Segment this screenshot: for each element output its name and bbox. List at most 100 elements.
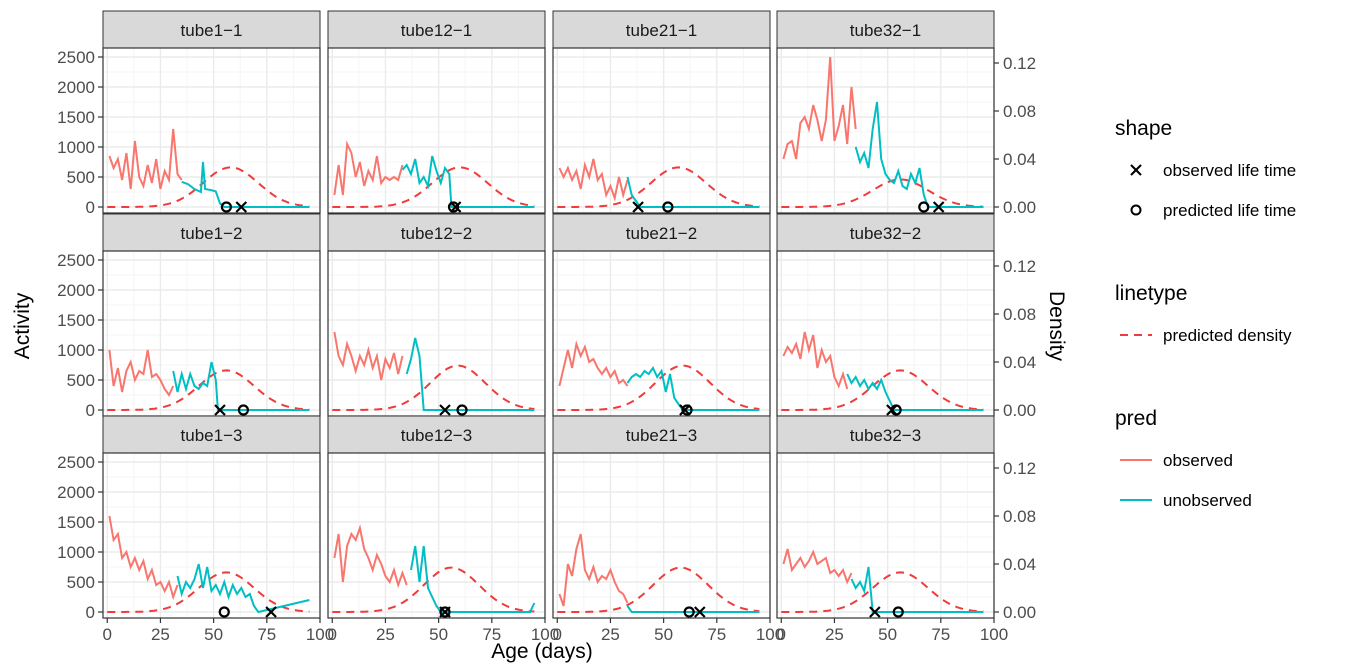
facet-strip-label: tube12−2 xyxy=(401,224,472,243)
y2-tick-label: 0.00 xyxy=(1003,603,1036,622)
legend-label: predicted density xyxy=(1163,326,1292,345)
legend-label: observed xyxy=(1163,451,1233,470)
x-tick-label: 100 xyxy=(756,625,784,644)
facet-strip-label: tube21−3 xyxy=(626,426,697,445)
density-line xyxy=(332,364,535,411)
observed-activity-line xyxy=(558,533,629,607)
legend-group-linetype: linetype predicted density xyxy=(1115,282,1292,345)
observed-life-time-marker xyxy=(632,201,644,213)
predicted-life-time-marker xyxy=(892,606,904,618)
density-line xyxy=(557,364,760,411)
unobserved-activity-line xyxy=(626,176,760,208)
panel-background xyxy=(553,251,770,416)
facet-strip xyxy=(776,415,995,454)
unobserved-activity-line xyxy=(401,155,535,208)
marker-stroke xyxy=(869,606,881,618)
y-tick-label: 2500 xyxy=(57,251,95,270)
marker-stroke xyxy=(439,404,451,416)
panel-grid xyxy=(553,251,771,416)
unobserved-activity-line xyxy=(850,566,984,613)
density-line xyxy=(332,566,535,613)
facet-strip xyxy=(327,10,546,49)
facet-strip xyxy=(776,10,995,49)
y-tick-label: 2500 xyxy=(57,48,95,67)
facet-strip xyxy=(776,213,995,252)
panel-grid xyxy=(553,48,771,213)
panel-background xyxy=(103,48,320,213)
x-axis-title: Age (days) xyxy=(491,640,593,663)
unobserved-activity-line xyxy=(172,361,310,411)
unobserved-activity-line xyxy=(626,605,760,613)
observed-life-time-marker xyxy=(235,201,248,213)
panel-4: tube32−1 xyxy=(776,10,995,214)
panel-border xyxy=(776,452,995,619)
unobserved-activity-line xyxy=(854,101,984,208)
observed-life-time-marker xyxy=(214,404,226,416)
density-line xyxy=(107,369,310,411)
predicted-life-time-marker xyxy=(218,606,230,618)
y2-tick-label: 0.00 xyxy=(1003,198,1036,217)
legend-label: predicted life time xyxy=(1163,201,1296,220)
observed-activity-line xyxy=(333,524,408,589)
y2-tick-label: 0.08 xyxy=(1003,102,1036,121)
observed-activity-line xyxy=(782,331,849,390)
panel-border xyxy=(552,452,771,619)
observed-life-time-marker xyxy=(694,606,706,618)
y-tick-label: 0 xyxy=(86,198,95,217)
panel-background xyxy=(553,453,770,618)
predicted-life-time-marker xyxy=(237,404,250,416)
panel-1: tube1−1 xyxy=(102,10,321,214)
legend-item: predicted density xyxy=(1120,326,1292,345)
y2-tick-label: 0.12 xyxy=(1003,54,1036,73)
x-tick-label: 50 xyxy=(204,625,223,644)
y-tick-label: 1000 xyxy=(57,138,95,157)
panel-grid xyxy=(777,48,995,213)
facet-strip-label: tube1−1 xyxy=(181,21,243,40)
y-tick-label: 1000 xyxy=(57,341,95,360)
panel-background xyxy=(777,453,994,618)
panels-layer: tube1−1 tube12−1 tube21−1 tube32−1 tube1−2 tu… xyxy=(102,10,995,619)
facet-strip-label: tube12−1 xyxy=(401,21,472,40)
observed-activity-line xyxy=(782,548,853,585)
predicted-life-time-marker xyxy=(439,606,451,618)
y-tick-label: 2000 xyxy=(57,281,95,300)
density-line xyxy=(332,166,535,208)
panel-background xyxy=(553,48,770,213)
legend: shape observed life time predicted life ti… xyxy=(1115,117,1296,510)
observed-activity-line xyxy=(333,331,404,381)
unobserved-activity-line xyxy=(846,373,984,411)
x-tick-label: 50 xyxy=(878,625,897,644)
y-axis-title: Activity xyxy=(11,292,34,359)
panel-background xyxy=(103,453,320,618)
panel-background xyxy=(777,48,994,213)
y-tick-label: 1000 xyxy=(57,543,95,562)
y-tick-label: 1500 xyxy=(57,513,95,532)
y2-tick-label: 0.04 xyxy=(1003,555,1036,574)
panel-11: tube21−3 xyxy=(552,415,771,619)
facet-strip xyxy=(102,10,321,49)
panel-10: tube12−3 xyxy=(327,415,546,619)
panel-grid xyxy=(777,453,995,618)
density-line xyxy=(781,369,984,411)
panel-grid xyxy=(103,453,321,618)
unobserved-activity-line xyxy=(626,366,760,411)
panel-3: tube21−1 xyxy=(552,10,771,214)
legend-item: unobserved xyxy=(1120,491,1252,510)
facet-strip-label: tube21−2 xyxy=(626,224,697,243)
panel-border xyxy=(327,452,546,619)
facet-strip-label: tube32−1 xyxy=(850,21,921,40)
marker-stroke xyxy=(214,404,226,416)
observed-activity-line xyxy=(333,140,404,196)
panel-5: tube1−2 xyxy=(102,213,321,417)
panel-border xyxy=(552,47,771,214)
observed-activity-line xyxy=(558,158,629,202)
panel-12: tube32−3 xyxy=(776,415,995,619)
y2-tick-label: 0.12 xyxy=(1003,459,1036,478)
panel-background xyxy=(777,251,994,416)
y-tick-label: 0 xyxy=(86,603,95,622)
y-tick-label: 500 xyxy=(67,573,95,592)
y-tick-label: 2000 xyxy=(57,483,95,502)
legend-key-cross xyxy=(1130,164,1142,176)
observed-life-time-marker xyxy=(869,606,881,618)
